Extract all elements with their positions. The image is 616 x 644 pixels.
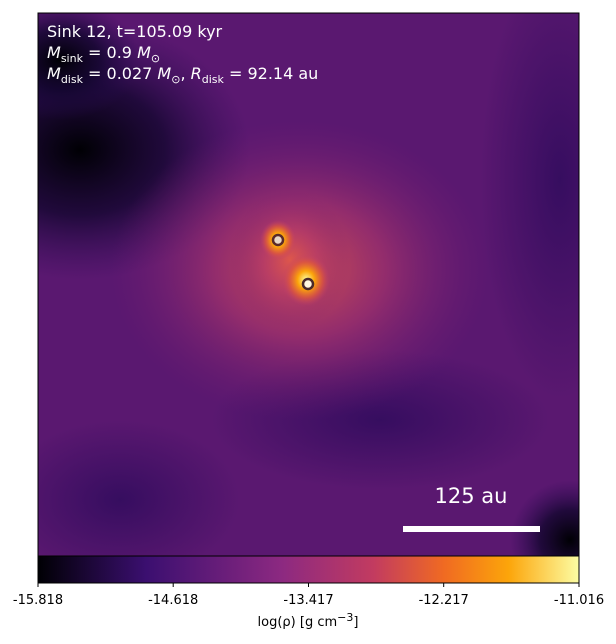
- density-map: [38, 13, 579, 556]
- annotation: Msink = 0.9 M⊙: [47, 43, 160, 65]
- colorbar: [37, 555, 580, 584]
- sink: [301, 277, 315, 291]
- tick-label: -12.217: [419, 593, 469, 608]
- annotation: Sink 12, t=105.09 kyr: [47, 22, 223, 41]
- tick-label: -13.417: [283, 593, 333, 608]
- sink: [271, 233, 285, 247]
- colorbar-label: log(ρ) [g cm−3]: [258, 611, 359, 630]
- scale-bar: [403, 526, 540, 532]
- tick-label: -15.818: [13, 593, 63, 608]
- tick-label: -14.618: [148, 593, 198, 608]
- tick-label: -11.016: [554, 593, 604, 608]
- scale-bar-label: 125 au: [435, 484, 508, 508]
- annotation: Mdisk = 0.027 M⊙, Rdisk = 92.14 au: [47, 64, 318, 86]
